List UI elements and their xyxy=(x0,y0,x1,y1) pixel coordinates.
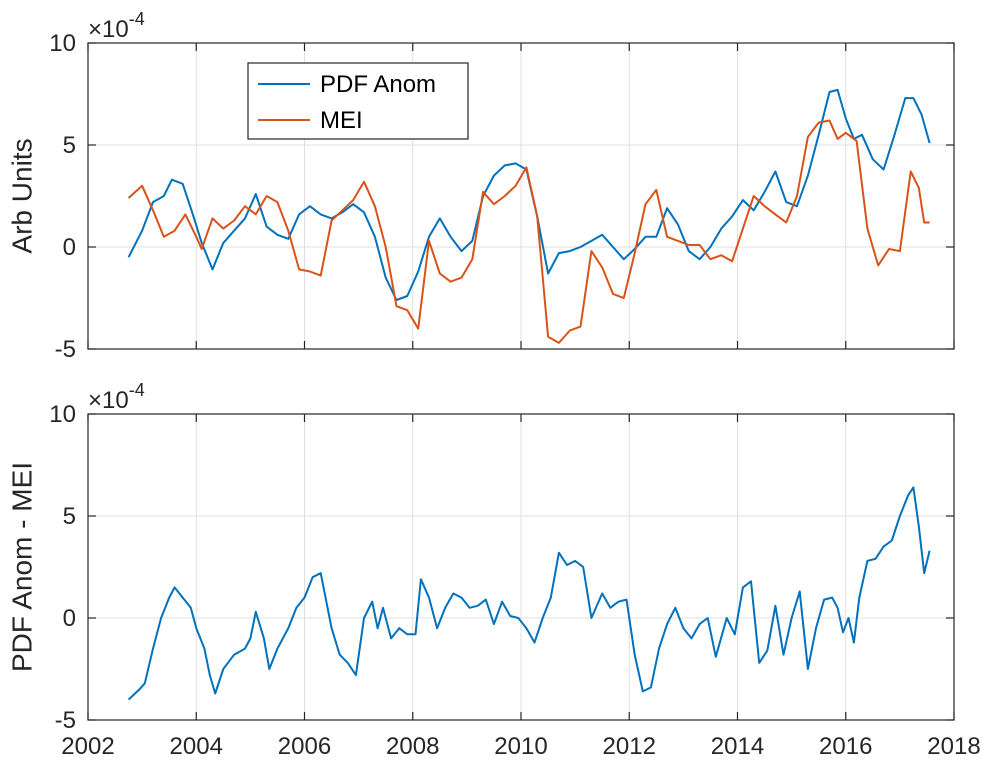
bottom-x-tick-label-2012: 2012 xyxy=(603,733,656,760)
bottom-x-tick-label-2006: 2006 xyxy=(278,733,331,760)
top-y-tick-label-0: 0 xyxy=(63,234,76,261)
bottom-x-tick-label-2014: 2014 xyxy=(711,733,764,760)
top-y-axis-label: Arb Units xyxy=(6,138,37,253)
top-y-tick-label-5: 5 xyxy=(63,132,76,159)
bottom-x-tick-label-2010: 2010 xyxy=(494,733,547,760)
bottom-y-tick-label-5: 5 xyxy=(63,503,76,530)
legend-box xyxy=(247,62,469,140)
bottom-x-tick-label-2018: 2018 xyxy=(927,733,980,760)
bottom-x-tick-label-2002: 2002 xyxy=(61,733,114,760)
bottom-series xyxy=(127,486,931,701)
bottom-x-tick-label-2016: 2016 xyxy=(819,733,872,760)
bottom-panel: 2002 2004 2006 2008 2010 2012 2014 2016 2018 -5 0 5… xyxy=(6,380,980,760)
legend-label-mei: MEI xyxy=(320,107,363,134)
bottom-y-axis-label: PDF Anom - MEI xyxy=(6,462,37,672)
legend: PDF Anom MEI xyxy=(247,62,469,140)
top-ticks: -5 0 5 10 xyxy=(49,30,955,363)
bottom-y-tick-label-10: 10 xyxy=(49,401,76,428)
bottom-x-tick-label-2004: 2004 xyxy=(170,733,223,760)
bottom-exponent-base: ×10 xyxy=(88,387,129,414)
bottom-series-line-0 xyxy=(127,486,931,701)
top-y-tick-label-10: 10 xyxy=(49,30,76,57)
bottom-grid xyxy=(88,414,954,720)
top-exponent-base: ×10 xyxy=(88,16,129,43)
bottom-x-tick-label-2008: 2008 xyxy=(386,733,439,760)
top-series xyxy=(127,88,931,344)
top-exponent-label: ×10-4 xyxy=(88,9,145,43)
top-series-line-1 xyxy=(127,119,930,344)
top-exponent-power: -4 xyxy=(129,9,145,29)
top-y-tick-label--5: -5 xyxy=(55,336,76,363)
top-grid xyxy=(88,43,954,349)
bottom-ticks: 2002 2004 2006 2008 2010 2012 2014 2016 2018 -5 0 5… xyxy=(49,401,980,760)
bottom-exponent-power: -4 xyxy=(129,380,145,400)
bottom-exponent-label: ×10-4 xyxy=(88,380,145,414)
bottom-y-tick-label--5: -5 xyxy=(55,707,76,734)
legend-label-pdf-anom: PDF Anom xyxy=(320,71,436,98)
top-panel: -5 0 5 10 ×10-4 Arb Units PDF Anom MEI xyxy=(6,9,955,363)
bottom-y-tick-label-0: 0 xyxy=(63,605,76,632)
